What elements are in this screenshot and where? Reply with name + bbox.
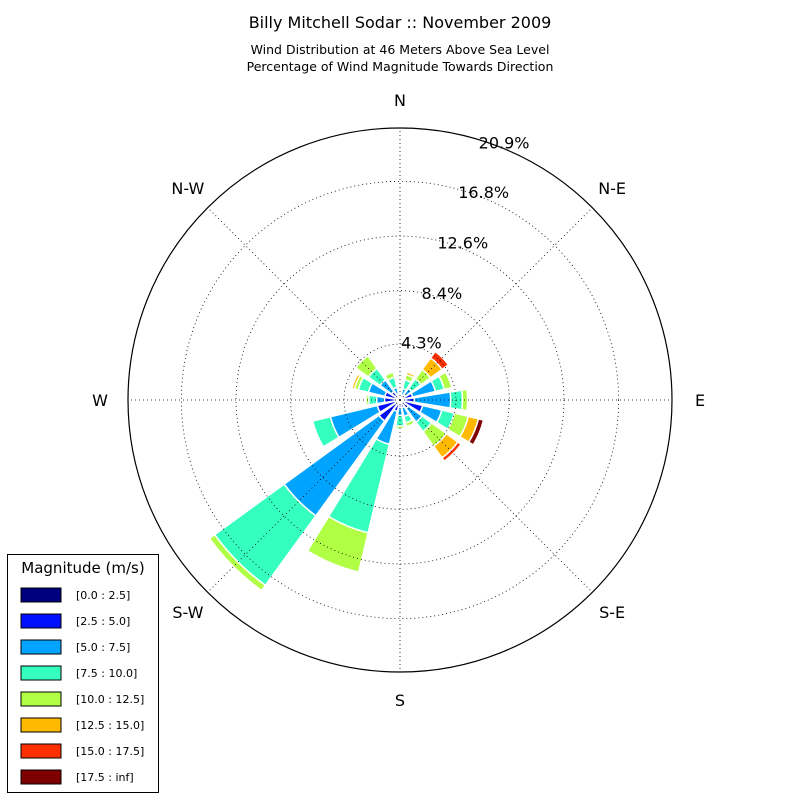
chart-subtitle-line-1: Wind Distribution at 46 Meters Above Sea… xyxy=(251,42,550,57)
bar-segment-dir22.5-bin5 xyxy=(405,371,416,379)
legend-swatch xyxy=(20,769,62,785)
bar-segment-dir292.5-bin5 xyxy=(351,373,362,390)
radial-tick-label: 12.6% xyxy=(437,234,488,253)
legend-label: [0.0 : 2.5] xyxy=(76,589,130,602)
direction-label: S-E xyxy=(599,603,625,622)
radial-tick-label: 20.9% xyxy=(479,134,530,153)
direction-label: S-W xyxy=(172,603,203,622)
polar-labels: N N-E E S-E S S-W W N-W 4.3% 8.4% 12.6% 16.8% 20.9% xyxy=(92,91,705,710)
direction-label: W xyxy=(92,391,108,410)
legend-swatch xyxy=(20,717,62,733)
spoke-gridline xyxy=(399,207,593,401)
radial-tick-label: 4.3% xyxy=(401,333,442,352)
bar-segment-dir225-bin4 xyxy=(208,533,267,592)
bar-segment-dir337.5-bin4 xyxy=(384,371,396,382)
chart-subtitle-line-2: Percentage of Wind Magnitude Towards Dir… xyxy=(247,59,554,74)
spoke-gridline xyxy=(399,399,593,593)
legend-label: [15.0 : 17.5] xyxy=(76,745,144,758)
spoke-gridline xyxy=(207,207,401,401)
legend-swatch xyxy=(20,587,62,603)
radial-tick-label: 8.4% xyxy=(422,284,463,303)
direction-label: N-E xyxy=(598,179,626,198)
legend-title: Magnitude (m/s) xyxy=(21,559,144,577)
legend-swatch xyxy=(20,639,62,655)
direction-label: N xyxy=(394,91,406,110)
legend-swatch xyxy=(20,743,62,759)
chart-title: Billy Mitchell Sodar :: November 2009 xyxy=(249,13,552,32)
bar-segment-dir202.5-bin4 xyxy=(306,515,370,574)
bar-segment-dir315-bin4 xyxy=(354,354,379,379)
bar-segment-dir157.5-bin5 xyxy=(405,422,416,429)
legend-label: [12.5 : 15.0] xyxy=(76,719,144,732)
spoke-gridline xyxy=(207,399,401,593)
direction-label: N-W xyxy=(171,179,204,198)
legend-swatch xyxy=(20,665,62,681)
direction-label: E xyxy=(695,391,705,410)
polar-grid xyxy=(127,127,673,673)
direction-label: S xyxy=(395,691,405,710)
legend-label: [7.5 : 10.0] xyxy=(76,667,137,680)
outer-circle xyxy=(127,127,673,673)
radial-gridline xyxy=(180,180,620,620)
bar-segment-dir247.5-bin3 xyxy=(311,415,341,448)
legend-label: [17.5 : inf] xyxy=(76,771,134,784)
radial-tick-label: 16.8% xyxy=(458,183,509,202)
bar-segment-dir67.5-bin5 xyxy=(444,370,455,389)
legend-label: [5.0 : 7.5] xyxy=(76,641,130,654)
legend-entries: [0.0 : 2.5] [2.5 : 5.0] [5.0 : 7.5] [7.5 : … xyxy=(20,587,144,785)
bar-segment-dir112.5-bin7 xyxy=(467,417,485,446)
radial-gridline xyxy=(235,235,565,565)
radial-gridline xyxy=(343,343,457,457)
legend-swatch xyxy=(20,613,62,629)
legend: Magnitude (m/s) [0.0 : 2.5] [2.5 : 5.0] [5… xyxy=(7,554,159,793)
legend-label: [10.0 : 12.5] xyxy=(76,693,144,706)
legend-label: [2.5 : 5.0] xyxy=(76,615,130,628)
bar-segment-dir180-bin4 xyxy=(394,424,406,430)
legend-swatch xyxy=(20,691,62,707)
